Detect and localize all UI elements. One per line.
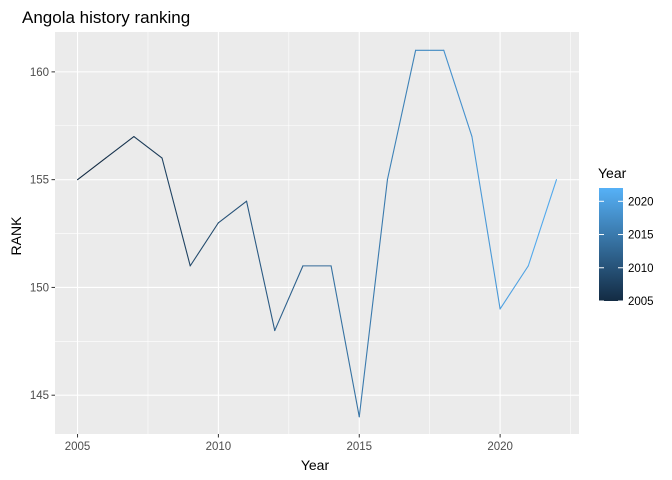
data-line: [76, 49, 558, 418]
y-tick-label: 155: [30, 175, 49, 187]
line-segment: [189, 222, 219, 267]
line-segment: [330, 265, 360, 418]
legend-colorbar: [599, 188, 623, 301]
legend-label: 2020: [628, 196, 654, 208]
line-segment: [76, 157, 107, 181]
line-segment: [246, 200, 276, 332]
x-tick-labels: 2005 2010 2015 2020: [65, 441, 513, 453]
y-tick-labels: 145 150 155 160: [30, 67, 49, 402]
legend-label: 2010: [628, 263, 654, 275]
line-segment: [161, 157, 191, 267]
axis-ticks: [51, 71, 501, 438]
line-segment: [499, 265, 529, 310]
legend-label: 2005: [628, 296, 654, 308]
line-segment: [133, 135, 163, 159]
line-segment: [217, 200, 248, 224]
legend: Year 2005 2010 2015 2020: [598, 165, 654, 308]
x-axis-title: Year: [301, 457, 330, 473]
line-segment: [471, 135, 501, 310]
line-segment: [358, 179, 388, 418]
chart-title: Angola history ranking: [22, 8, 190, 27]
legend-title: Year: [598, 165, 627, 181]
y-axis-title: RANK: [8, 216, 24, 256]
x-tick-label: 2015: [346, 441, 372, 453]
line-segment: [527, 179, 558, 267]
y-tick-label: 145: [30, 390, 49, 402]
line-segment: [274, 265, 304, 332]
legend-label: 2015: [628, 230, 654, 242]
major-gridlines: [55, 32, 579, 434]
x-tick-label: 2010: [206, 441, 232, 453]
line-segment: [105, 135, 135, 159]
x-tick-label: 2020: [487, 441, 513, 453]
line-segment: [386, 49, 417, 181]
line-segment: [443, 49, 473, 138]
y-tick-label: 150: [30, 282, 49, 294]
x-tick-label: 2005: [65, 441, 91, 453]
plot-panel: [55, 32, 579, 434]
minor-gridlines: [55, 32, 579, 434]
y-tick-label: 160: [30, 67, 49, 79]
